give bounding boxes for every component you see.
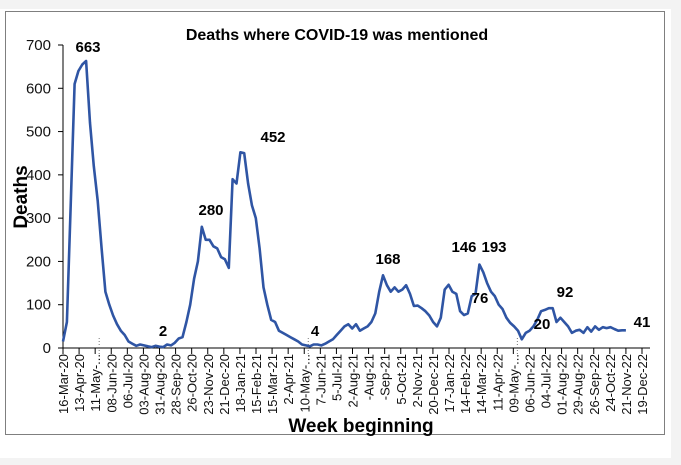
y-tick-label: 700	[26, 37, 51, 54]
x-tick-label: 21-Nov-22	[619, 354, 634, 415]
x-tick-label: 31-Aug-20	[153, 354, 168, 415]
x-tick-label: 28-Sep-20	[169, 354, 184, 415]
x-tick-label: 2-Apr-21	[281, 354, 296, 405]
x-tick-label: 16-Mar-20	[56, 354, 71, 414]
data-label: 41	[634, 314, 651, 331]
x-tick-label: 18-Jan-21	[233, 354, 248, 413]
x-tick-label: 15-Mar-21	[265, 354, 280, 414]
data-label: 76	[472, 290, 489, 307]
x-tick-label: 14-Feb-22	[458, 354, 473, 414]
x-tick-label: 06-Jun-22	[522, 354, 537, 413]
x-tick-label: 03-Aug-20	[136, 354, 151, 415]
x-tick-label: 11-May-...	[88, 354, 103, 412]
data-label: 4	[311, 323, 320, 340]
x-axis-title: Week beginning	[288, 416, 433, 437]
y-tick-label: 300	[26, 210, 51, 227]
y-tick-label: 600	[26, 80, 51, 97]
x-tick-label: 26-Sep-22	[587, 354, 602, 415]
chart-panel	[0, 9, 671, 458]
data-label: 663	[75, 39, 100, 56]
y-axis-title: Deaths	[11, 165, 32, 228]
x-tick-label: 01-Aug-22	[555, 354, 570, 415]
x-tick-label: -Sep-21	[378, 354, 393, 400]
deaths-series-line	[61, 59, 626, 349]
x-tick-label: 19-Dec-22	[635, 354, 650, 415]
y-axis: 0 100 200 300 400 500 600 700	[26, 37, 64, 357]
x-tick-label: 26-Oct-20	[185, 354, 200, 412]
x-tick-label: 14-Mar-22	[474, 354, 489, 414]
x-tick-label: 04-Jul-22	[539, 354, 554, 408]
x-tick-label: 11-Apr-22	[490, 354, 505, 411]
data-label: 20	[534, 316, 551, 333]
x-tick-label: 5-Oct-21	[394, 354, 409, 405]
x-tick-label: 21-Dec-20	[217, 354, 232, 415]
x-tick-label: 10-May-...	[297, 354, 312, 413]
chart-title: Deaths where COVID-19 was mentioned	[186, 27, 488, 44]
x-tick-label: 2-Nov-21	[410, 354, 425, 407]
x-tick-label: 15-Feb-21	[249, 354, 264, 414]
x-tick-label: 08-Jun-20	[104, 354, 119, 413]
x-tick-label: -Aug-21	[362, 354, 377, 400]
x-tick-label: 7-Jun-21	[313, 354, 328, 405]
data-label: 146	[451, 239, 476, 256]
data-label: 2	[159, 323, 167, 340]
data-label: 280	[198, 202, 223, 219]
data-label: 92	[557, 284, 574, 301]
chart-frame	[5, 11, 665, 435]
x-tick-label: 5-Jul-21	[329, 354, 344, 401]
x-tick-label: 17-Jan-22	[442, 354, 457, 413]
data-label: 193	[481, 239, 506, 256]
y-tick-label: 0	[43, 340, 51, 357]
x-tick-label: 29-Aug-22	[571, 354, 586, 415]
y-tick-label: 200	[26, 253, 51, 270]
x-tick-label: 20-Dec-21	[426, 354, 441, 415]
x-tick-label: 13-Apr-20	[72, 354, 87, 412]
data-labels: 663 2 280 452 4 168 146 76 193 20 92 41	[75, 39, 650, 340]
y-tick-label: 100	[26, 297, 51, 314]
series-group	[61, 59, 626, 349]
x-tick-label: 06-Jul-20	[120, 354, 135, 408]
x-tick-label: 23-Nov-20	[201, 354, 216, 415]
x-tick-label: 09-May-...	[506, 354, 521, 413]
y-tick-label: 400	[26, 167, 51, 184]
x-axis: 16-Mar-20 13-Apr-20 11-May-... 08-Jun-20 06-…	[56, 338, 650, 415]
x-tick-label: 24-Oct-22	[603, 354, 618, 412]
y-tick-label: 500	[26, 124, 51, 141]
data-label: 452	[260, 129, 285, 146]
data-label: 168	[375, 251, 400, 268]
x-tick-label: 2-Aug-21	[346, 354, 361, 407]
